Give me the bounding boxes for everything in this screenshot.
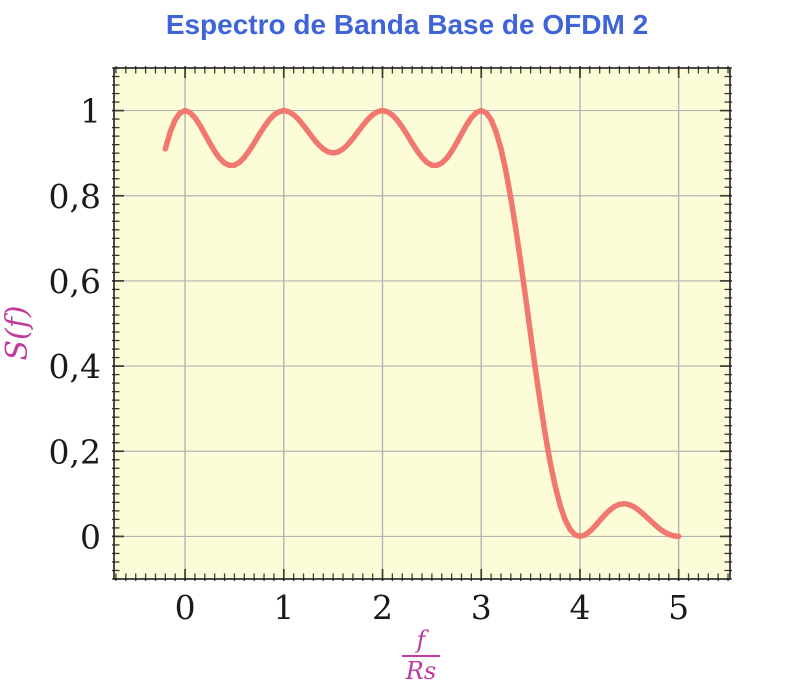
x-tick-label: 2 xyxy=(372,588,393,627)
x-tick-label: 1 xyxy=(273,588,294,627)
x-tick-label: 3 xyxy=(471,588,492,627)
chart-title: Espectro de Banda Base de OFDM 2 xyxy=(165,9,649,40)
y-tick-label: 0,6 xyxy=(49,262,101,301)
plot-background xyxy=(114,68,730,579)
y-tick-label: 0,2 xyxy=(49,432,101,471)
x-tick-label: 4 xyxy=(569,588,590,627)
spectrum-curve xyxy=(162,107,682,540)
x-axis-label: f Rs xyxy=(381,627,461,685)
y-tick-label: 0,8 xyxy=(49,177,101,216)
x-axis-label-denominator: Rs xyxy=(405,657,437,685)
y-tick-label: 0 xyxy=(80,517,101,556)
y-axis-label: S(f) xyxy=(0,305,35,361)
x-tick-label: 5 xyxy=(668,588,689,627)
plot-frame xyxy=(113,67,731,580)
x-tick-label: 0 xyxy=(175,588,196,627)
y-tick-label: 1 xyxy=(80,92,101,131)
x-axis-label-numerator: f xyxy=(402,627,440,657)
y-tick-label: 0,4 xyxy=(49,347,101,386)
